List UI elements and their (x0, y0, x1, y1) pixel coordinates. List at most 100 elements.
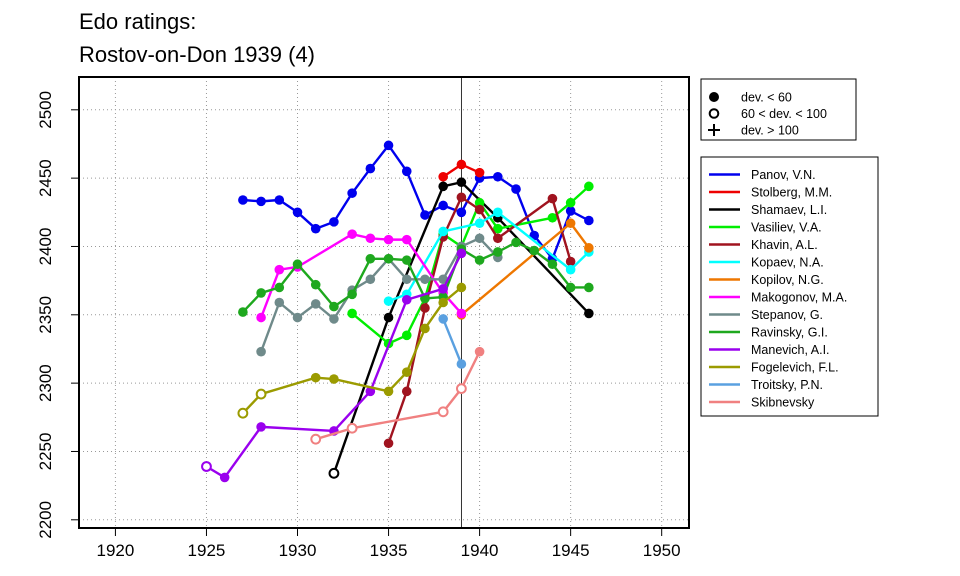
data-point (274, 264, 285, 275)
data-point (438, 284, 448, 294)
data-point (383, 234, 394, 245)
data-point (310, 299, 321, 309)
data-point (565, 206, 576, 216)
data-point (310, 279, 321, 290)
data-point (256, 422, 266, 432)
data-point (474, 255, 485, 265)
series-legend-label: Ravinsky, G.I. (751, 326, 828, 340)
data-point (438, 171, 448, 182)
data-point (438, 200, 448, 211)
data-point (584, 243, 594, 253)
data-point (438, 314, 448, 324)
data-point (401, 330, 412, 341)
data-point (365, 163, 376, 174)
x-tick-label: 1920 (97, 541, 135, 560)
plus-icon (708, 124, 720, 136)
data-point (584, 308, 594, 319)
data-point (456, 177, 467, 188)
marker-legend: dev. < 60 60 < dev. < 100 dev. > 100 (700, 78, 857, 141)
series-legend-label: Troitsky, P.N. (751, 378, 823, 392)
data-point (365, 253, 376, 264)
x-tick-label: 1930 (279, 541, 317, 560)
data-point (383, 312, 394, 323)
series-line (332, 181, 590, 474)
series-legend-label: Kopilov, N.G. (751, 273, 824, 287)
data-point (292, 259, 303, 270)
series-line (315, 351, 481, 441)
series-line (442, 318, 463, 365)
data-point (420, 323, 430, 334)
data-point (420, 274, 430, 285)
series-legend: Panov, V.N. Stolberg, M.M. Shamaev, L.I. Va… (700, 156, 879, 417)
data-point (493, 247, 503, 257)
x-tick-label: 1935 (370, 541, 408, 560)
y-tick-label: 2350 (36, 296, 55, 334)
data-point (310, 223, 321, 234)
series-line (205, 252, 463, 479)
data-point (420, 210, 430, 220)
data-point (493, 223, 503, 234)
data-point (493, 233, 503, 244)
series-legend-box (700, 156, 879, 417)
data-point (511, 184, 521, 194)
data-point (310, 372, 321, 383)
data-point (347, 289, 357, 300)
data-point (329, 314, 339, 324)
series-legend-label: Kopaev, N.A. (751, 256, 824, 270)
data-point (383, 253, 394, 264)
plot-frame (78, 76, 690, 529)
data-point (365, 233, 376, 244)
marker-legend-label: 60 < dev. < 100 (741, 107, 827, 121)
x-tick-label: 1940 (461, 541, 499, 560)
series-legend-label: Vasiliev, V.A. (751, 221, 822, 235)
series-skibnevsky (310, 346, 485, 445)
data-point (383, 296, 394, 306)
data-point (456, 282, 467, 293)
series-shamaev-l-i (328, 177, 594, 479)
data-point (565, 264, 576, 275)
data-point (329, 301, 339, 312)
data-point (474, 233, 485, 244)
data-point (292, 312, 303, 323)
data-point (456, 192, 467, 203)
data-point (456, 248, 467, 259)
data-point (456, 207, 467, 218)
chart-title-line-1: Edo ratings: (79, 9, 196, 34)
data-point (274, 297, 285, 308)
data-point (256, 288, 266, 298)
data-point (347, 308, 357, 319)
axis-ticks: 1920 1925 1930 1935 1940 1945 1950 2200 2250 2300… (36, 91, 681, 560)
open-circle-icon (708, 108, 720, 119)
y-tick-label: 2400 (36, 228, 55, 266)
data-point (329, 217, 339, 227)
data-point (365, 274, 376, 285)
data-point (584, 181, 594, 192)
data-point-open (310, 433, 322, 445)
series-legend-label: Shamaev, L.I. (751, 203, 827, 217)
data-point (401, 294, 412, 305)
data-point (511, 237, 521, 248)
data-point (238, 195, 248, 205)
data-point (547, 193, 558, 204)
data-point (401, 274, 412, 285)
data-point (474, 197, 485, 208)
data-point (438, 297, 448, 308)
data-point (347, 229, 357, 239)
data-point (274, 195, 285, 205)
data-point-open (437, 406, 449, 418)
data-point-open (328, 467, 340, 479)
data-point (383, 140, 394, 151)
series-legend-label: Skibnevsky (751, 396, 815, 410)
data-point (529, 245, 540, 256)
data-point (420, 303, 430, 313)
y-tick-label: 2500 (36, 91, 55, 129)
data-point (401, 255, 412, 265)
series-troitsky-p-n (438, 314, 467, 369)
data-point (401, 234, 412, 245)
data-point (547, 212, 558, 223)
data-point (438, 181, 448, 192)
data-point (474, 346, 485, 357)
marker-legend-box (700, 78, 857, 141)
chart-title-line-2: Rostov-on-Don 1939 (4) (79, 42, 315, 67)
